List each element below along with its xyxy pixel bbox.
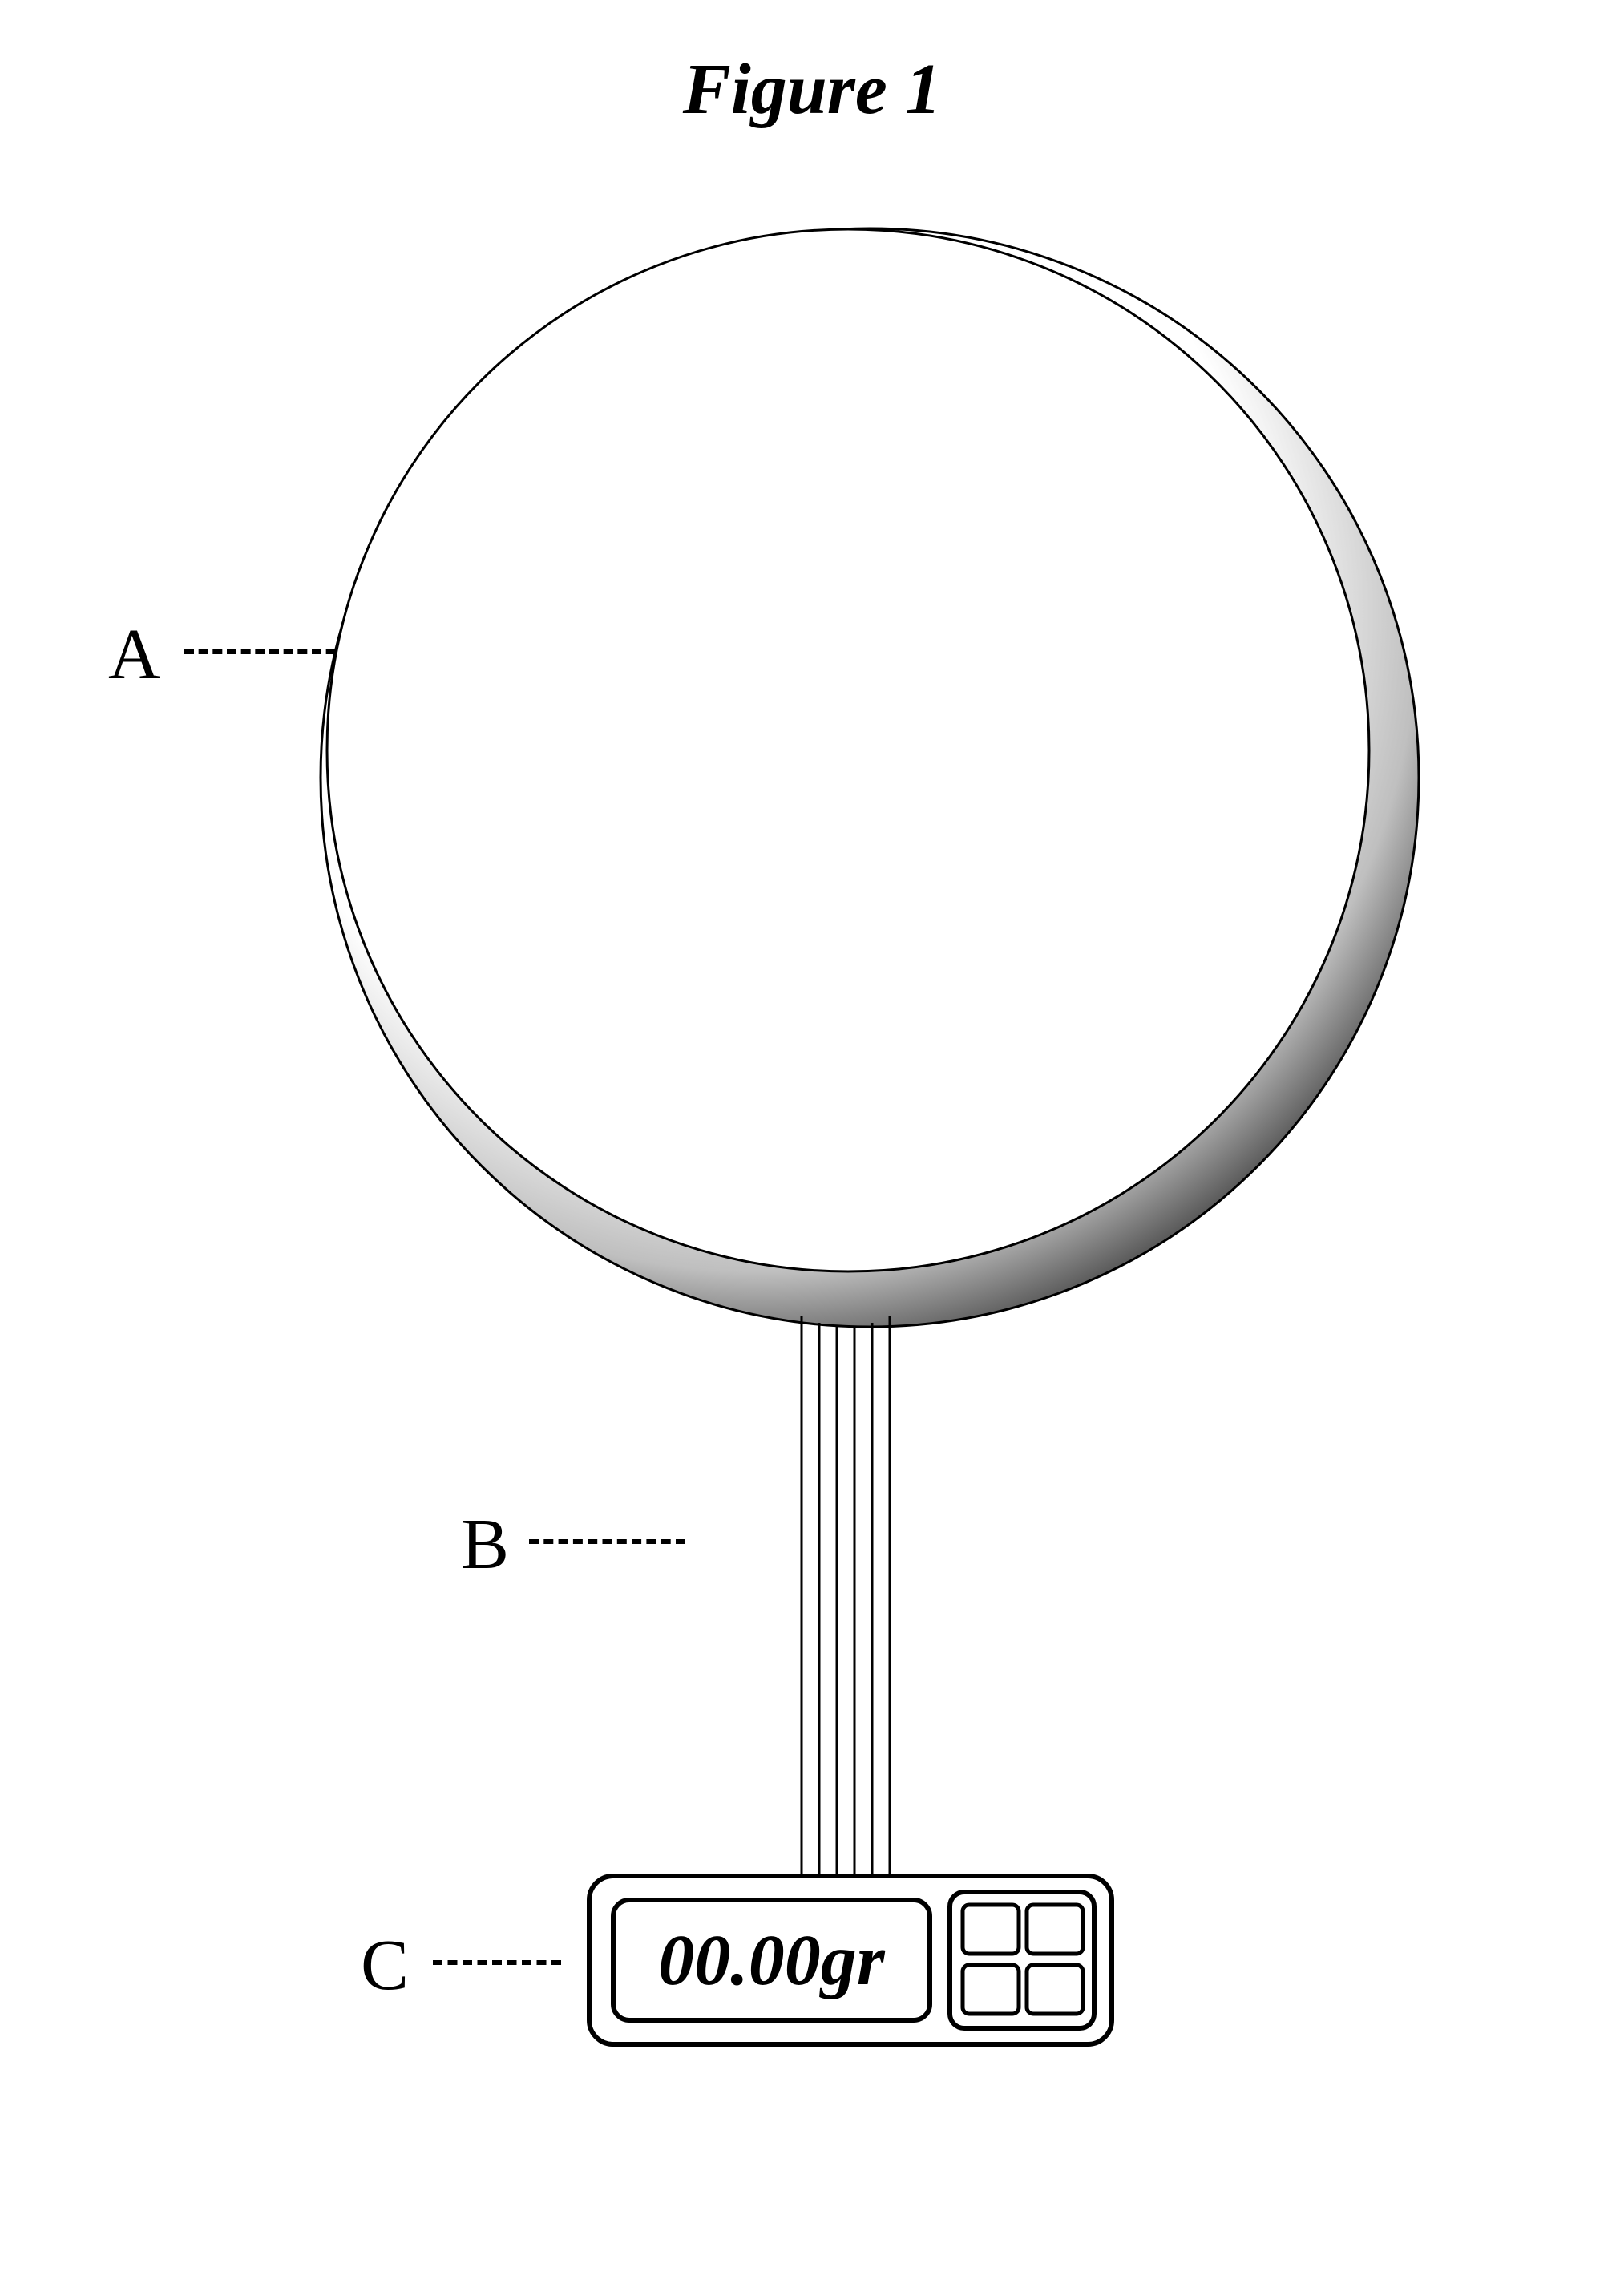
cable-group (802, 1316, 890, 1876)
keypad-button[interactable] (1027, 1965, 1083, 2014)
keypad-button[interactable] (963, 1965, 1019, 2014)
plate-top-disc (327, 229, 1369, 1271)
keypad-button[interactable] (963, 1905, 1019, 1954)
keypad-button[interactable] (1027, 1905, 1083, 1954)
controller-display-text: 00.00gr (613, 1900, 930, 2020)
page-root: Figure 1 A B C (0, 0, 1624, 2280)
plate-group (321, 228, 1419, 1327)
